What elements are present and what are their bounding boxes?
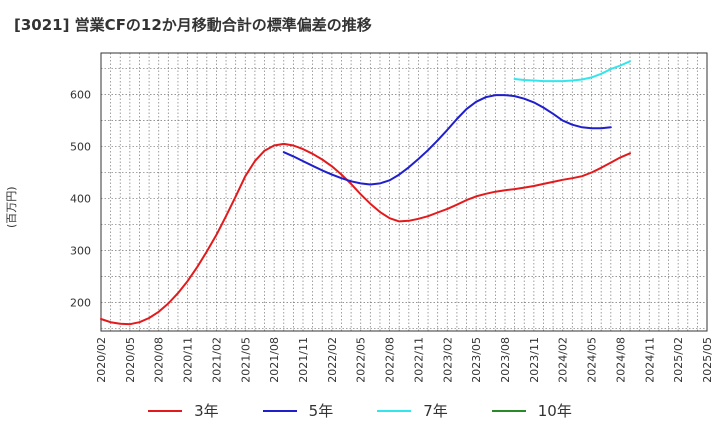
legend-item: 7年 xyxy=(377,400,448,421)
x-tick-label: 2022/02 xyxy=(326,337,339,383)
x-tick-label: 2023/08 xyxy=(499,337,512,383)
y-tick-label: 400 xyxy=(70,192,91,205)
x-tick-label: 2021/08 xyxy=(268,337,281,383)
x-tick-label: 2024/08 xyxy=(614,337,627,383)
legend-swatch xyxy=(377,409,412,412)
y-tick-label: 500 xyxy=(70,141,91,154)
plot-frame xyxy=(100,52,708,332)
x-tick-label: 2020/11 xyxy=(182,337,195,383)
x-tick-label: 2022/08 xyxy=(384,337,397,383)
legend-label: 3年 xyxy=(194,402,219,420)
legend-swatch xyxy=(491,409,526,412)
x-tick-label: 2022/05 xyxy=(355,337,368,383)
x-tick-label: 2025/02 xyxy=(672,337,685,383)
legend-swatch xyxy=(262,409,297,412)
y-tick-label: 600 xyxy=(70,89,91,102)
x-tick-label: 2024/11 xyxy=(643,337,656,383)
x-tick-label: 2020/05 xyxy=(124,337,137,383)
x-tick-label: 2021/02 xyxy=(210,337,223,383)
legend-item: 10年 xyxy=(491,400,572,421)
x-tick-label: 2021/11 xyxy=(297,337,310,383)
series-line-7年 xyxy=(513,60,631,83)
legend-item: 5年 xyxy=(262,400,334,421)
x-tick-label: 2024/05 xyxy=(586,337,599,383)
x-tick-label: 2025/05 xyxy=(701,337,714,383)
y-tick-label: 300 xyxy=(70,244,91,257)
x-tick-label: 2024/02 xyxy=(557,337,570,383)
legend-label: 10年 xyxy=(537,402,572,420)
series-line-5年 xyxy=(282,94,612,186)
chart-title: [3021] 営業CFの12か月移動合計の標準偏差の推移 xyxy=(14,16,372,34)
y-tick-label: 200 xyxy=(70,296,91,309)
series-line-3年 xyxy=(100,142,631,326)
legend-label: 5年 xyxy=(308,402,334,420)
legend-label: 7年 xyxy=(423,402,448,420)
x-tick-label: 2021/05 xyxy=(239,337,252,383)
x-tick-label: 2023/05 xyxy=(470,337,483,383)
chart-legend: 3年 5年 7年 10年 xyxy=(0,400,720,421)
x-tick-label: 2020/08 xyxy=(153,337,166,383)
x-tick-label: 2022/11 xyxy=(412,337,425,383)
x-tick-label: 2023/02 xyxy=(441,337,454,383)
legend-item: 3年 xyxy=(148,400,219,421)
legend-swatch xyxy=(148,409,183,412)
x-tick-label: 2020/02 xyxy=(95,337,108,383)
plot-area xyxy=(101,53,707,331)
x-tick-label: 2023/11 xyxy=(528,337,541,383)
